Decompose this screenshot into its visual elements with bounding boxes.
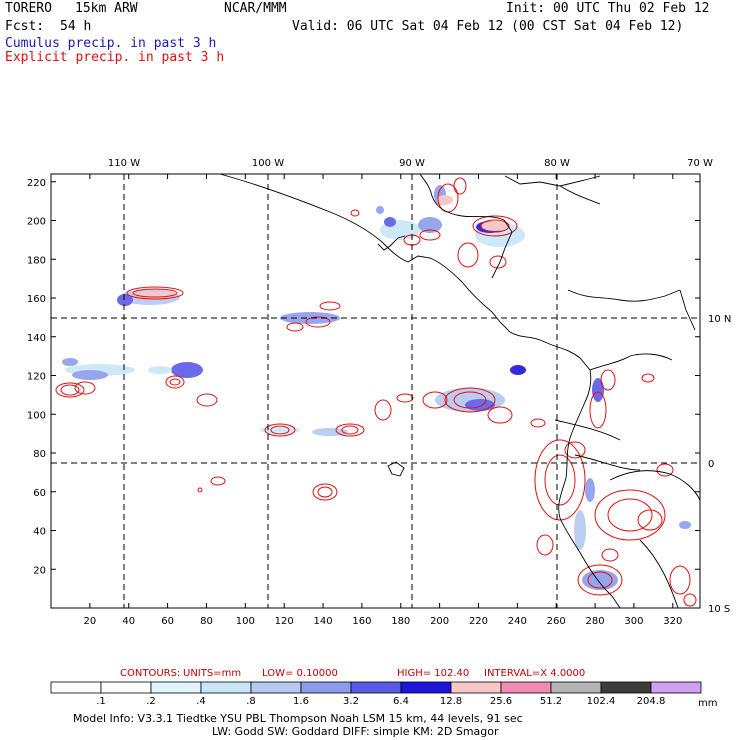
colorbar-swatch [200,681,252,694]
colorbar-swatch [50,681,102,694]
colorbar-swatch [600,681,652,694]
cumulus-legend: Cumulus precip. in past 3 h [5,36,217,51]
x-tick-label: 260 [547,616,566,627]
x-tick-label: 180 [391,616,410,627]
longitude-labels: 110 W 100 W 90 W 80 W 70 W [108,158,713,169]
colorbar-label: 12.8 [440,696,462,707]
lat-label: 0 [708,459,714,470]
x-axis-ticks: 20 40 60 80 100 120 140 160 180 200 220 240 260 280 30… [83,174,682,627]
colorbar-label: .4 [196,696,206,707]
x-tick-label: 220 [469,616,488,627]
map-frame [50,173,701,609]
lat-label: 10 S [708,604,730,615]
x-tick-label: 200 [430,616,449,627]
colorbar-swatch [650,681,702,694]
lon-label: 90 W [399,158,425,169]
init-time: Init: 00 UTC Thu 02 Feb 12 [506,1,710,16]
x-tick-label: 100 [236,616,255,627]
cumulus-precip-layer [62,185,691,590]
colorbar-unit: mm [698,698,717,709]
latitude-labels: 10 N 0 10 S [708,314,731,615]
y-tick-label: 80 [33,449,46,460]
y-tick-label: 120 [27,372,46,383]
colorbar-label: 204.8 [637,696,666,707]
y-tick-label: 160 [27,294,46,305]
y-tick-label: 100 [27,410,46,421]
y-tick-label: 40 [33,527,46,538]
y-tick-label: 180 [27,255,46,266]
y-tick-label: 220 [27,178,46,189]
lon-label: 100 W [252,158,284,169]
valid-time: Valid: 06 UTC Sat 04 Feb 12 (00 CST Sat … [292,19,684,34]
y-tick-label: 200 [27,217,46,228]
y-tick-label: 20 [33,565,46,576]
x-tick-label: 80 [200,616,213,627]
colorbar-label: 102.4 [587,696,616,707]
colorbar-swatch [100,681,152,694]
contour-info: CONTOURS: UNITS=mm LOW= 0.10000 HIGH= 10… [120,668,585,679]
colorbar-label: .2 [146,696,156,707]
x-tick-label: 280 [586,616,605,627]
x-tick-label: 300 [624,616,643,627]
y-tick-label: 140 [27,333,46,344]
colorbar-label: 25.6 [490,696,512,707]
contours-label: CONTOURS: [120,668,180,679]
colorbar-swatch [450,681,502,694]
y-axis-ticks: 220 200 180 160 140 120 100 80 60 40 20 [27,178,700,576]
colorbar-label: 1.6 [293,696,309,707]
explicit-legend: Explicit precip. in past 3 h [5,50,225,65]
contours-high: HIGH= 102.40 [397,668,469,679]
lon-label: 110 W [108,158,140,169]
colorbar-label: .1 [96,696,106,707]
x-tick-label: 120 [275,616,294,627]
colorbar-label: 51.2 [540,696,562,707]
colorbar-swatch [500,681,552,694]
graticule [51,174,700,608]
colorbar-swatch [300,681,352,694]
forecast-label: Fcst: [5,19,45,34]
colorbar: .1 .2 .4 .8 1.6 3.2 6.4 12.8 25.6 51.2 102.4 204.8 [50,681,702,707]
explicit-fill-layer [133,195,509,299]
x-tick-label: 20 [83,616,96,627]
y-tick-label: 60 [33,488,46,499]
colorbar-label: 6.4 [393,696,409,707]
lon-label: 80 W [544,158,570,169]
x-tick-label: 40 [122,616,135,627]
x-tick-label: 240 [508,616,527,627]
grid-resolution: 15km ARW [75,1,138,16]
colorbar-swatch [550,681,602,694]
x-tick-label: 320 [663,616,682,627]
colorbar-swatch [350,681,402,694]
model-info-line1: Model Info: V3.3.1 Tiedtke YSU PBL Thomp… [73,712,523,725]
x-tick-label: 140 [313,616,332,627]
lon-label: 70 W [687,158,713,169]
coastline-layer [219,173,701,609]
colorbar-label: .8 [246,696,256,707]
contours-units: UNITS=mm [183,668,241,679]
x-tick-label: 160 [352,616,371,627]
colorbar-swatch [250,681,302,694]
forecast-hours: 54 h [60,19,92,34]
model-info-line2: LW: Godd SW: Goddard DIFF: simple KM: 2D… [212,725,499,738]
colorbar-label: 3.2 [343,696,359,707]
lat-label: 10 N [708,314,731,325]
contours-interval: INTERVAL=X 4.0000 [484,668,585,679]
organization: NCAR/MMM [224,1,287,16]
x-tick-label: 60 [161,616,174,627]
contours-low: LOW= 0.10000 [262,668,338,679]
model-name: TORERO [5,1,52,16]
colorbar-swatch [150,681,202,694]
colorbar-swatch [400,681,452,694]
